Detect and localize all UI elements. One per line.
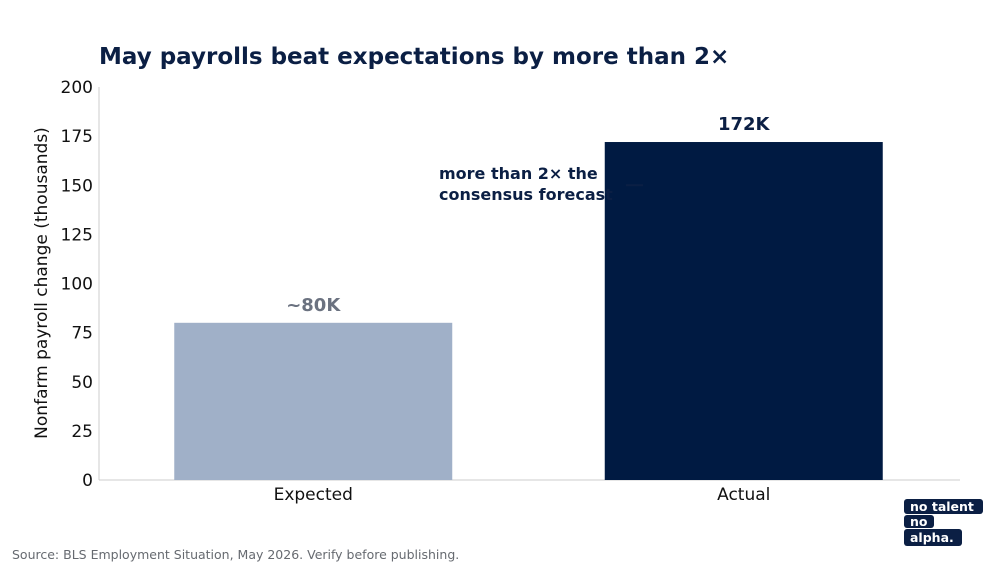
logo-badge-1	[904, 499, 983, 514]
annotation-line-2: consensus forecast	[439, 185, 613, 204]
bar-actual	[604, 142, 883, 480]
y-tick-label: 0	[82, 471, 93, 491]
data-label-expected: ~80K	[286, 295, 341, 316]
logo-badge-3	[904, 529, 962, 546]
logo-badge-2	[904, 515, 934, 528]
y-tick-label: 75	[71, 324, 93, 344]
annotation-line-1: more than 2× the	[439, 164, 598, 183]
y-tick-label: 200	[61, 78, 93, 98]
x-tick-label-expected: Expected	[274, 485, 353, 505]
y-tick-label: 50	[71, 373, 93, 393]
chart-title: May payrolls beat expectations by more t…	[99, 44, 729, 70]
data-label-actual: 172K	[718, 114, 771, 135]
y-tick-label: 175	[61, 127, 93, 147]
x-tick-label-actual: Actual	[717, 485, 770, 505]
source-note: Source: BLS Employment Situation, May 20…	[12, 547, 459, 562]
y-tick-label: 100	[61, 275, 93, 295]
logo-line-2: no	[910, 514, 928, 529]
y-tick-label: 25	[71, 422, 93, 442]
plot-area: 0 25 50 75 100 125 150 175 200 ~80K Expected 172K Ac…	[61, 78, 960, 505]
annotation: more than 2× the consensus forecast	[439, 164, 643, 204]
logo-line-1: no talent	[910, 499, 974, 514]
y-axis-label: Nonfarm payroll change (thousands)	[32, 127, 52, 439]
logo-line-3: alpha.	[910, 530, 954, 545]
brand-logo: no talent no alpha.	[904, 499, 983, 546]
bar-expected	[174, 322, 453, 480]
y-tick-label: 125	[61, 225, 93, 245]
y-tick-label: 150	[61, 176, 93, 196]
